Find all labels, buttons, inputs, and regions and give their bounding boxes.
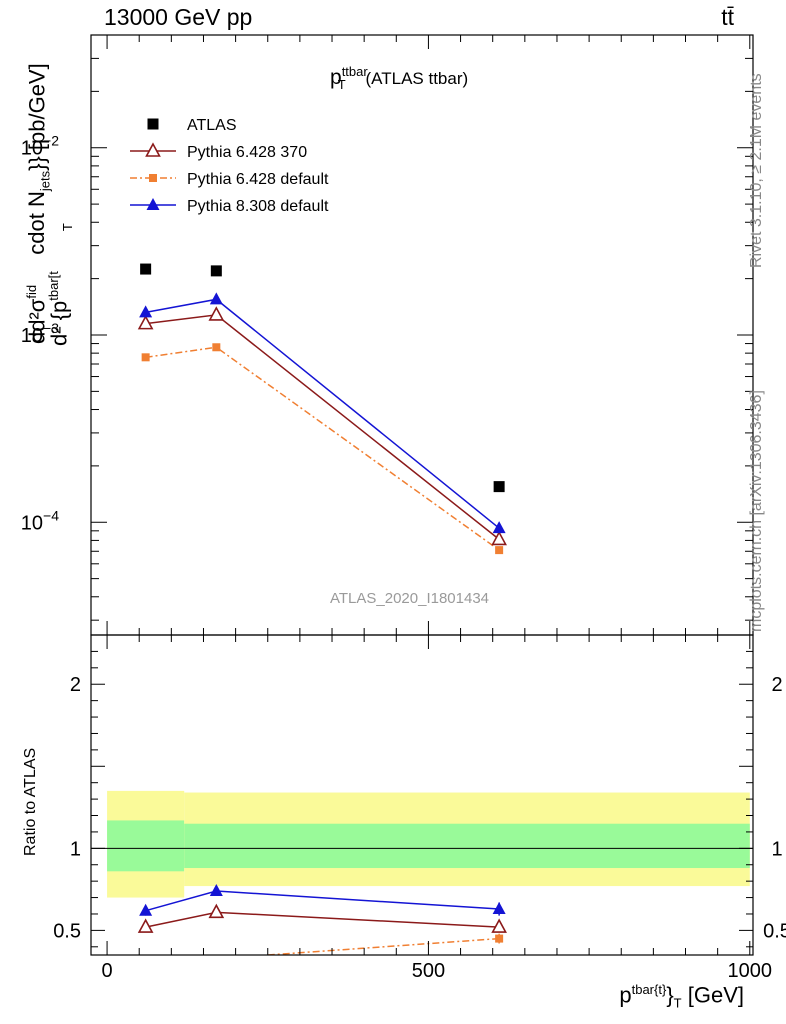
- ratio-point-py6_def-1: [495, 934, 504, 943]
- ratio-band-inner-1: [184, 823, 750, 869]
- main-point-py6_370-2: [491, 530, 507, 546]
- main-y-axis-label-denominator: d² {ptbar[t T: [46, 223, 75, 346]
- ratio-point-py6_370-0: [137, 918, 154, 933]
- main-line-py8_def: [145, 298, 500, 529]
- legend-marker-py6_def: [149, 174, 157, 182]
- main-point-py6_370-1: [208, 306, 225, 321]
- main-point-py6_def-0: [141, 353, 150, 362]
- main-ytick-label-1: 10−3: [21, 320, 59, 347]
- ylabel-tail: }} [pb/GeV]: [24, 63, 50, 171]
- main-point-py6_def-1: [212, 343, 221, 352]
- ylabel-tbar: tbar[t: [46, 271, 61, 301]
- ratio-point-py6_370-2: [491, 918, 507, 933]
- title-sup: ttbar: [341, 64, 368, 79]
- ylabel-d2p: d² {p: [46, 300, 72, 346]
- main-point-py8_def-2: [492, 521, 506, 534]
- main-point-py6_370-0: [137, 314, 154, 330]
- legend-marker-py6_370: [145, 142, 161, 157]
- ratio-line-py8_def: [145, 890, 500, 912]
- header-process-label: 13000 GeV pp: [104, 4, 253, 30]
- title-sub: T: [337, 77, 346, 93]
- title-rest: (ATLAS ttbar): [365, 69, 469, 88]
- ratio-ytick-label-left-1: 1: [70, 838, 81, 860]
- ratio-ytick-label-right-2: 2: [771, 674, 782, 696]
- main-plot-title: pttbarT (ATLAS ttbar): [330, 64, 468, 92]
- ratio-band-inner-0: [107, 820, 185, 872]
- legend-marker-py8_def: [146, 198, 160, 210]
- main-point-atlas-0: [140, 263, 152, 275]
- rivet-version-label: Rivet 3.1.10, ≥ 2.1M events: [748, 73, 765, 268]
- ratio-y-axis-label: Ratio to ATLAS: [22, 747, 39, 856]
- ratio-ytick-label-right-0.5: 0.5: [763, 920, 786, 942]
- ylabel-T: T: [59, 223, 75, 232]
- title-p: p: [330, 66, 342, 89]
- ratio-point-py8_def-1: [209, 884, 223, 896]
- main-point-py8_def-0: [139, 305, 153, 318]
- ratio-point-py6_370-1: [208, 903, 225, 919]
- xlabel-brace: }: [666, 982, 674, 1008]
- ylabel-jets: jets: [37, 170, 53, 192]
- ratio-point-py8_def-2: [492, 902, 506, 915]
- main-line-py6_370: [145, 314, 500, 540]
- main-line-py6_def: [145, 346, 500, 551]
- main-point-atlas-2: [493, 481, 505, 493]
- ratio-ytick-label-left-0.5: 0.5: [53, 920, 81, 942]
- ylabel-fid: fid: [24, 284, 39, 299]
- xlabel-sub: T: [673, 995, 682, 1011]
- main-ytick-label-2: 10−2: [21, 133, 59, 160]
- ratio-line-py6_def: [267, 937, 500, 955]
- ratio-x-axis-label: ptbar{t}}T [GeV]: [619, 982, 744, 1011]
- ratio-point-py8_def-0: [139, 903, 153, 916]
- ratio-ytick-label-left-2: 2: [70, 674, 81, 696]
- x-tick-label-500: 500: [412, 960, 445, 982]
- xlabel-sup: tbar{t}: [631, 982, 667, 997]
- main-point-atlas-1: [210, 265, 222, 277]
- xlabel-unit: [GeV]: [687, 982, 744, 1008]
- ratio-line-py6_370: [145, 911, 500, 928]
- main-point-py6_def-2: [495, 546, 504, 555]
- main-point-py8_def-1: [209, 292, 223, 305]
- mcplots-label: mcplots.cern.ch [arXiv:1306.3436]: [748, 390, 765, 632]
- legend-label-py8_def: Pythia 8.308 default: [187, 198, 329, 215]
- x-tick-label-0: 0: [102, 960, 113, 982]
- legend-label-py6_370: Pythia 6.428 370: [187, 144, 307, 161]
- main-ytick-label-0: 10−4: [21, 507, 59, 534]
- legend-label-atlas: ATLAS: [187, 117, 237, 134]
- xlabel-p: p: [619, 982, 632, 1008]
- legend-label-py6_def: Pythia 6.428 default: [187, 171, 329, 188]
- x-tick-label-1000: 1000: [728, 960, 773, 982]
- legend-marker-atlas: [147, 118, 159, 130]
- ratio-plot-frame: [90, 634, 754, 956]
- ratio-ytick-label-right-1: 1: [771, 838, 782, 860]
- analysis-watermark: ATLAS_2020_I1801434: [330, 590, 490, 607]
- header-final-state-label: tt̄: [721, 4, 734, 30]
